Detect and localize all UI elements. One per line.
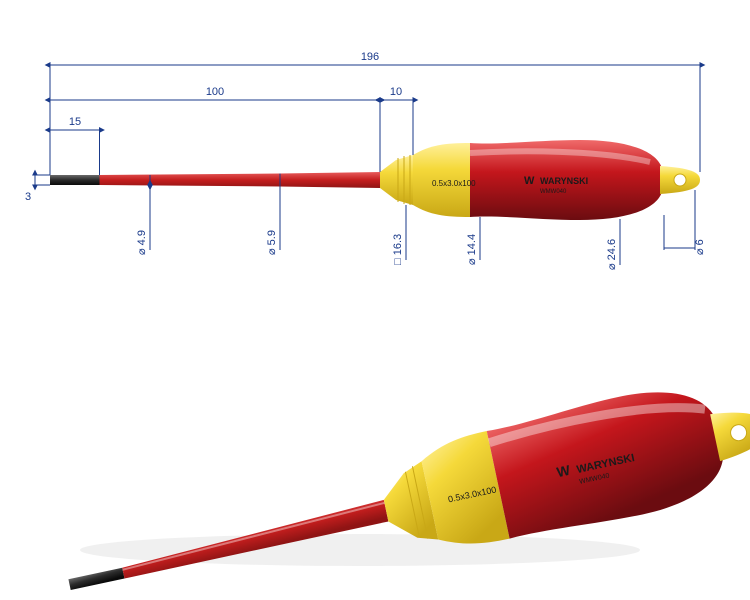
dim-d49: ⌀ 4.9 [136, 230, 148, 255]
dim-d246: ⌀ 24.6 [606, 239, 618, 270]
perspective-view: WARYNSKI WMW040 W 0.5x3.0x100 [55, 367, 750, 600]
spec-label: 0.5x3.0x100 [432, 179, 476, 188]
persp-tip [68, 568, 124, 590]
brand-w: W [524, 175, 535, 187]
blade [100, 172, 381, 188]
model-label: WMW040 [540, 189, 567, 195]
hang-hole [674, 174, 686, 186]
collar [380, 155, 413, 205]
diagram-svg: WARYNSKI WMW040 W 0.5x3.0x100 196 100 10… [0, 0, 750, 600]
dim-d6: ⌀ 6 [694, 239, 706, 255]
dim-blade: 100 [206, 86, 224, 98]
dim-total: 196 [361, 51, 379, 63]
tip [50, 175, 100, 185]
dim-sq163: □ 16.3 [392, 234, 404, 265]
technical-diagram-page: { "product": { "brand": "WARYNSKI", "mod… [0, 0, 750, 600]
side-view: WARYNSKI WMW040 W 0.5x3.0x100 [50, 140, 700, 220]
dim-t3: 3 [25, 191, 31, 203]
dim-tip: 15 [69, 116, 81, 128]
dim-d59: ⌀ 5.9 [266, 230, 278, 255]
brand-label: WARYNSKI [540, 176, 588, 186]
dim-d144: ⌀ 14.4 [466, 234, 478, 265]
dim-collar: 10 [390, 86, 402, 98]
